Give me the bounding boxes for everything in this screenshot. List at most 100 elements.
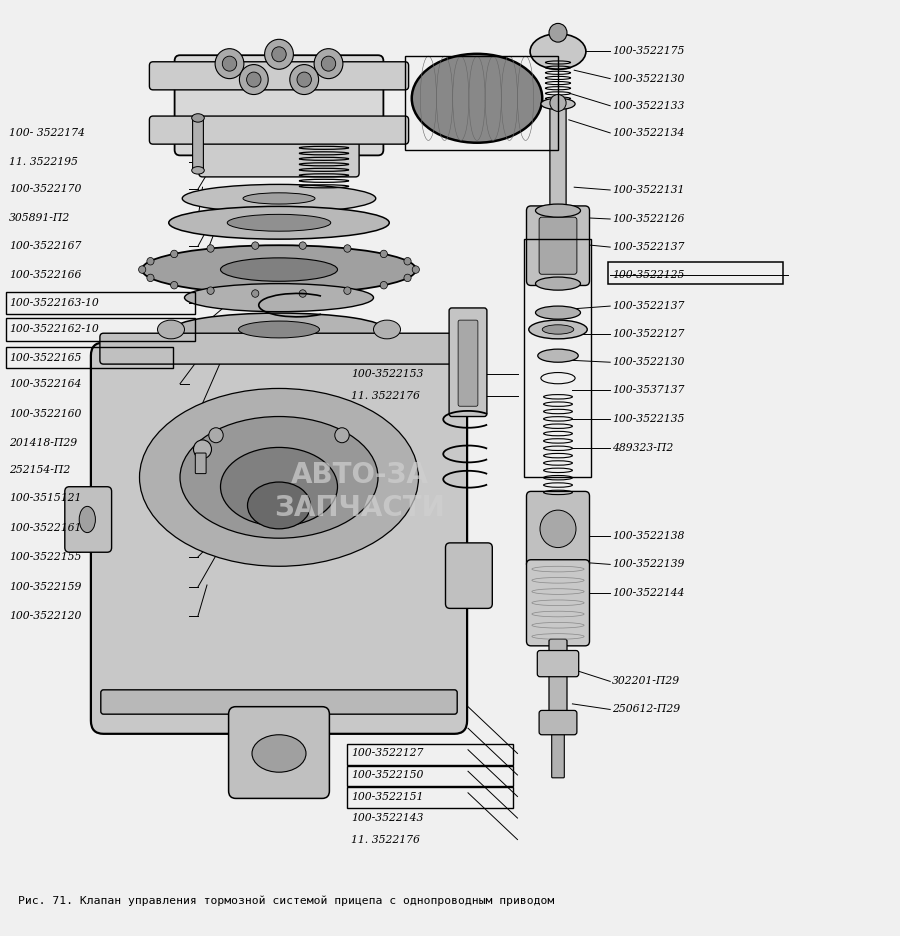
Circle shape (321, 56, 336, 71)
Text: АВТО-ЗА
ЗАПЧАСТИ: АВТО-ЗА ЗАПЧАСТИ (274, 461, 446, 521)
FancyBboxPatch shape (195, 453, 206, 474)
Ellipse shape (248, 482, 310, 529)
Text: 100-3522143: 100-3522143 (351, 813, 423, 823)
Ellipse shape (538, 349, 578, 362)
FancyBboxPatch shape (526, 206, 590, 285)
Circle shape (549, 23, 567, 42)
Circle shape (139, 266, 146, 273)
FancyBboxPatch shape (539, 710, 577, 735)
Circle shape (404, 257, 411, 265)
Circle shape (252, 290, 259, 298)
Ellipse shape (158, 320, 184, 339)
Ellipse shape (220, 257, 338, 281)
FancyBboxPatch shape (552, 729, 564, 778)
Text: 100-3522138: 100-3522138 (612, 532, 684, 541)
Circle shape (247, 72, 261, 87)
FancyBboxPatch shape (526, 491, 590, 568)
Circle shape (404, 274, 411, 282)
Ellipse shape (374, 320, 400, 339)
Circle shape (380, 282, 387, 289)
Text: Рис. 71. Клапан управления тормозной системой прицепа с однопроводным приводом: Рис. 71. Клапан управления тормозной сис… (18, 895, 554, 906)
Text: 250612-П29: 250612-П29 (612, 705, 680, 714)
Text: 201418-П29: 201418-П29 (9, 438, 77, 447)
Bar (524, 239, 591, 477)
Ellipse shape (192, 113, 204, 123)
FancyBboxPatch shape (149, 116, 409, 144)
Ellipse shape (536, 204, 580, 217)
Text: 252154-П2: 252154-П2 (9, 465, 70, 475)
Ellipse shape (536, 306, 580, 319)
Circle shape (550, 95, 566, 111)
Circle shape (412, 266, 419, 273)
Text: 11. 3522176: 11. 3522176 (351, 391, 420, 401)
Ellipse shape (238, 321, 320, 338)
Text: 100-3522135: 100-3522135 (612, 415, 684, 424)
Ellipse shape (173, 313, 385, 345)
Circle shape (171, 250, 178, 257)
Circle shape (207, 244, 214, 252)
Text: 100-3522130: 100-3522130 (612, 74, 684, 83)
Text: 489323-П2: 489323-П2 (612, 444, 673, 453)
Ellipse shape (227, 214, 331, 231)
Text: 100-3522131: 100-3522131 (612, 185, 684, 195)
Ellipse shape (169, 206, 389, 239)
FancyBboxPatch shape (193, 116, 203, 169)
Ellipse shape (542, 325, 574, 334)
Ellipse shape (412, 53, 542, 142)
Ellipse shape (252, 735, 306, 772)
FancyBboxPatch shape (458, 320, 478, 406)
Text: 100-3522170: 100-3522170 (9, 184, 81, 194)
FancyBboxPatch shape (537, 651, 579, 677)
Ellipse shape (140, 388, 419, 566)
FancyBboxPatch shape (446, 543, 492, 608)
FancyBboxPatch shape (549, 639, 567, 732)
Bar (346, 766, 513, 786)
Text: 100-3522139: 100-3522139 (612, 560, 684, 569)
Text: 302201-П29: 302201-П29 (612, 677, 680, 686)
Circle shape (222, 56, 237, 71)
Ellipse shape (529, 320, 587, 339)
Text: 100-3537137: 100-3537137 (612, 386, 684, 395)
Text: 11. 3522176: 11. 3522176 (351, 835, 420, 844)
Circle shape (299, 290, 306, 298)
Text: 100-3522134: 100-3522134 (612, 128, 684, 138)
Ellipse shape (192, 167, 204, 174)
Text: 100-3522162-10: 100-3522162-10 (9, 325, 99, 334)
FancyBboxPatch shape (65, 487, 112, 552)
FancyBboxPatch shape (199, 141, 359, 177)
FancyBboxPatch shape (100, 333, 458, 364)
Circle shape (147, 274, 154, 282)
Text: 305891-П2: 305891-П2 (9, 213, 70, 223)
Text: 100-3522160: 100-3522160 (9, 409, 81, 418)
Text: 100-3522137: 100-3522137 (612, 301, 684, 311)
Circle shape (380, 250, 387, 257)
Text: 100-3522127: 100-3522127 (612, 329, 684, 339)
Text: 100-3522161: 100-3522161 (9, 523, 81, 533)
FancyBboxPatch shape (526, 560, 590, 646)
Ellipse shape (541, 98, 575, 110)
Circle shape (297, 72, 311, 87)
Text: 100-3522167: 100-3522167 (9, 241, 81, 251)
Text: 100- 3522174: 100- 3522174 (9, 128, 85, 138)
Bar (6, 292, 195, 314)
Ellipse shape (182, 184, 376, 212)
Ellipse shape (243, 193, 315, 204)
FancyBboxPatch shape (229, 707, 329, 798)
Circle shape (147, 257, 154, 265)
Text: 100-3522125: 100-3522125 (612, 271, 684, 280)
Text: 100-3522153: 100-3522153 (351, 370, 423, 379)
Text: 100-3522175: 100-3522175 (612, 47, 684, 56)
Circle shape (239, 65, 268, 95)
Circle shape (215, 49, 244, 79)
FancyBboxPatch shape (539, 217, 577, 274)
Circle shape (265, 39, 293, 69)
Bar (346, 787, 513, 808)
Ellipse shape (79, 506, 95, 533)
Ellipse shape (536, 277, 580, 290)
Circle shape (314, 49, 343, 79)
Circle shape (335, 428, 349, 443)
Text: 100-3522155: 100-3522155 (9, 552, 81, 562)
Ellipse shape (180, 417, 378, 538)
Text: 100-3522164: 100-3522164 (9, 379, 81, 388)
Text: 100-3515121: 100-3515121 (9, 493, 81, 503)
